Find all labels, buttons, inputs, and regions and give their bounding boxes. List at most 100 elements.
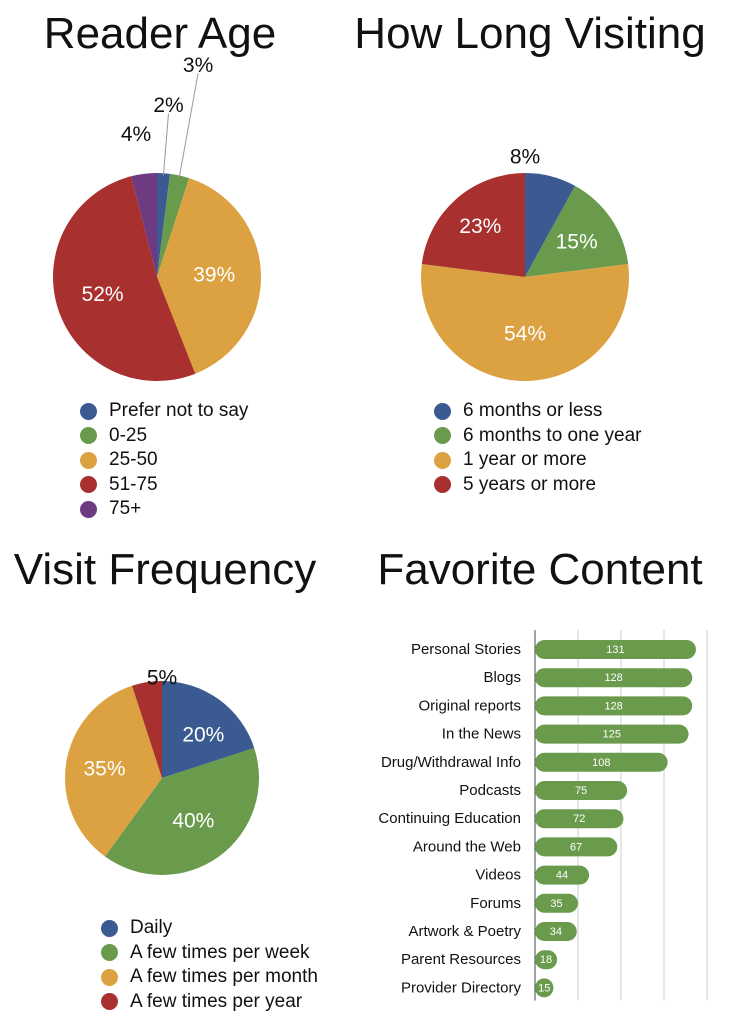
pie-slice-label-prefer-not-to-say: 2%: [153, 94, 183, 117]
pie-slice-label-75: 4%: [121, 123, 151, 146]
legend-item-75: 75+: [80, 497, 248, 522]
bar-podcasts: [535, 781, 628, 800]
legend-item-5-years-or-more: 5 years or more: [434, 473, 642, 498]
bar-value-personal-stories: 131: [606, 644, 624, 656]
legend-label: Daily: [130, 917, 173, 938]
pie-slice-a-few-times-per-month: [65, 685, 162, 857]
pie-slice-6-months-to-one-year: [525, 185, 629, 277]
legend-item-6-months-or-less: 6 months or less: [434, 399, 642, 424]
bar-value-parent-resources: 18: [540, 954, 552, 966]
visit-frequency-pie-chart: 20% 40% 35% 5%: [65, 667, 259, 875]
legend-label: 5 years or more: [463, 473, 597, 495]
bar-parent-resources: [535, 950, 558, 970]
bar-value-continuing-education: 72: [573, 813, 585, 825]
category-label-provider-directory: Provider Directory: [401, 979, 522, 996]
legend-label: A few times per month: [130, 966, 318, 987]
pie-slice-label-5-years-or-more: 23%: [459, 215, 501, 238]
category-label-personal-stories: Personal Stories: [411, 641, 521, 658]
pie-slice-a-few-times-per-week: [104, 748, 259, 875]
bar-value-original-reports: 128: [604, 700, 622, 712]
visit-frequency-legend: Daily A few times per week A few times per…: [101, 916, 318, 1014]
bar-drug-withdrawal-info: [535, 752, 668, 772]
pie-slice-daily: [162, 681, 255, 778]
bar-personal-stories: [535, 640, 696, 659]
pie-slice-51-75: [53, 176, 196, 381]
legend-swatch: [80, 476, 97, 494]
category-label-continuing-education: Continuing Education: [378, 810, 521, 827]
legend-item-25-50: 25-50: [80, 448, 248, 473]
legend-swatch: [101, 968, 118, 986]
category-label-podcasts: Podcasts: [459, 782, 521, 799]
legend-swatch: [80, 402, 97, 420]
bar-provider-directory: [535, 978, 554, 998]
reader-age-legend: Prefer not to say 0-25 25-50 51-75 75+: [80, 399, 248, 522]
pie-slice-label-a-few-times-per-year: 5%: [147, 667, 177, 690]
legend-label: A few times per week: [130, 941, 310, 963]
category-label-artwork-poetry: Artwork & Poetry: [408, 923, 521, 940]
reader-age-title: Reader Age: [43, 9, 277, 58]
bar-value-forums: 35: [550, 898, 562, 910]
bar-value-podcasts: 75: [575, 785, 587, 797]
legend-swatch: [101, 993, 118, 1011]
bar-around-the-web: [535, 837, 618, 857]
legend-item-51-75: 51-75: [80, 473, 248, 498]
pie-slice-6-months-or-less: [525, 173, 576, 277]
bar-original-reports: [535, 696, 693, 716]
legend-item-a-few-times-per-month: A few times per month: [101, 965, 318, 990]
bar-value-around-the-web: 67: [570, 841, 582, 853]
bar-value-in-the-news: 125: [603, 729, 621, 741]
legend-label: A few times per year: [130, 990, 303, 1012]
legend-label: 0-25: [109, 424, 148, 446]
how-long-visiting-title: How Long Visiting: [354, 9, 706, 58]
legend-swatch: [434, 427, 451, 445]
reader-age-pie-chart: 2%3% 39% 52% 4%: [53, 54, 261, 381]
pie-slice-75: [131, 173, 157, 277]
legend-label: 1 year or more: [463, 449, 587, 470]
bar-value-drug-withdrawal-info: 108: [592, 757, 610, 769]
legend-label: 6 months to one year: [463, 424, 642, 446]
bar-value-blogs: 128: [604, 672, 622, 684]
legend-item-daily: Daily: [101, 916, 318, 941]
label-leader-line: [178, 73, 199, 178]
favorite-content-bar-chart: Personal Stories 131 Blogs 128 Original repo…: [378, 630, 708, 1001]
legend-label: 6 months or less: [463, 400, 603, 421]
pie-slice-0-25: [157, 173, 190, 277]
bar-in-the-news: [535, 724, 689, 744]
bar-blogs: [535, 668, 693, 688]
legend-item-0-25: 0-25: [80, 424, 248, 449]
category-label-videos: Videos: [475, 867, 521, 884]
category-label-forums: Forums: [470, 895, 521, 912]
legend-label: 75+: [109, 498, 142, 519]
bar-value-provider-directory: 15: [538, 982, 550, 994]
label-leader-line: [162, 113, 170, 176]
pie-slice-label-1-year-or-more: 54%: [504, 323, 546, 346]
pie-slice-label-a-few-times-per-week: 40%: [172, 810, 214, 833]
legend-item-prefer-not-to-say: Prefer not to say: [80, 399, 248, 424]
pie-slice-label-a-few-times-per-month: 35%: [84, 757, 126, 780]
legend-swatch: [434, 402, 451, 420]
pie-slice-1-year-or-more: [421, 263, 629, 381]
category-label-drug-withdrawal-info: Drug/Withdrawal Info: [381, 754, 521, 771]
pie-slice-a-few-times-per-year: [132, 681, 162, 778]
category-label-parent-resources: Parent Resources: [401, 951, 521, 968]
legend-swatch: [80, 500, 97, 518]
pie-slice-label-6-months-to-one-year: 15%: [556, 230, 598, 253]
bar-value-artwork-poetry: 34: [550, 926, 562, 938]
legend-item-6-months-to-one-year: 6 months to one year: [434, 424, 642, 449]
visit-frequency-title: Visit Frequency: [13, 545, 317, 594]
legend-swatch: [434, 451, 451, 469]
bar-artwork-poetry: [535, 922, 577, 941]
bar-videos: [535, 865, 590, 885]
legend-label: 25-50: [109, 449, 158, 470]
legend-swatch: [80, 451, 97, 469]
category-label-around-the-web: Around the Web: [413, 838, 521, 855]
pie-slice-25-50: [157, 178, 261, 374]
pie-slice-label-0-25: 3%: [183, 54, 213, 77]
pie-slice-label-51-75: 52%: [82, 283, 124, 306]
bar-forums: [535, 893, 578, 913]
legend-item-1-year-or-more: 1 year or more: [434, 448, 642, 473]
favorite-content-title: Favorite Content: [377, 545, 703, 594]
legend-item-a-few-times-per-week: A few times per week: [101, 941, 318, 966]
legend-swatch: [434, 476, 451, 494]
pie-slice-label-6-months-or-less: 8%: [510, 146, 540, 169]
